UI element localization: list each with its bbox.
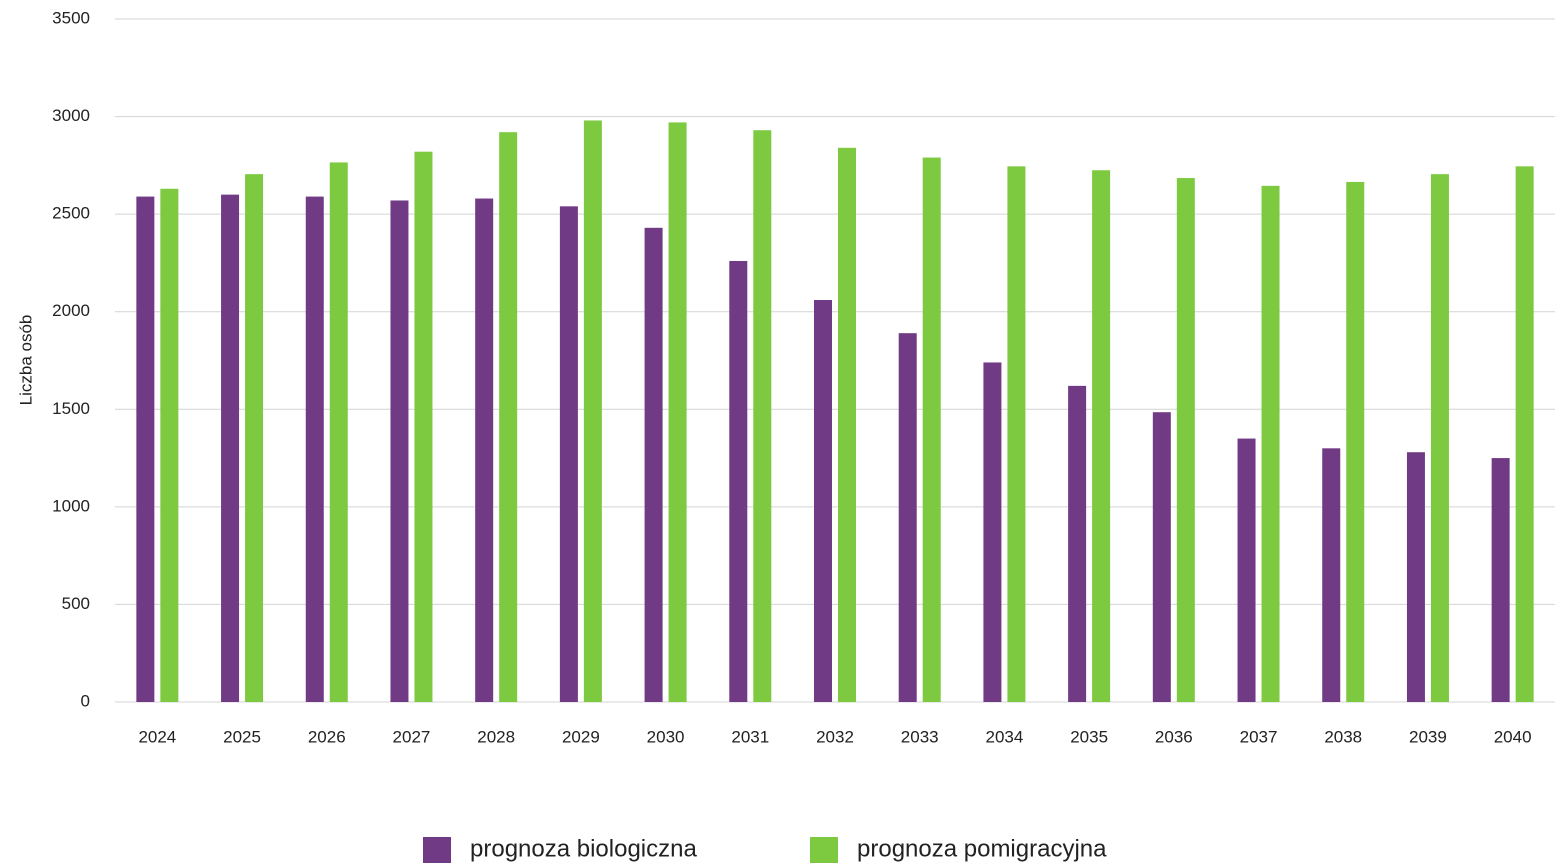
bar	[305, 196, 324, 702]
legend-swatch	[810, 837, 838, 863]
x-tick-label: 2024	[138, 727, 176, 746]
x-tick-label: 2032	[816, 727, 854, 746]
x-tick-label: 2031	[731, 727, 769, 746]
bar	[221, 194, 240, 702]
bar	[898, 333, 917, 702]
x-tick-label: 2027	[393, 727, 431, 746]
bar	[983, 362, 1002, 702]
legend-swatch	[423, 837, 451, 863]
x-tick-label: 2037	[1240, 727, 1278, 746]
legend-label: prognoza biologiczna	[470, 835, 697, 862]
x-tick-label: 2035	[1070, 727, 1108, 746]
y-tick-label: 3000	[52, 106, 90, 125]
x-tick-label: 2034	[985, 727, 1023, 746]
x-tick-label: 2029	[562, 727, 600, 746]
bar	[1346, 181, 1365, 703]
bar	[1068, 385, 1087, 702]
bar	[1176, 178, 1195, 702]
bar	[1406, 452, 1425, 702]
bar	[922, 157, 941, 703]
y-tick-label: 3500	[52, 8, 90, 27]
bar	[329, 162, 348, 702]
bar	[245, 174, 264, 703]
y-tick-label: 2500	[52, 204, 90, 223]
y-tick-label: 2000	[52, 301, 90, 320]
x-tick-label: 2026	[308, 727, 346, 746]
y-axis-label: Liczba osób	[16, 315, 35, 406]
x-tick-label: 2028	[477, 727, 515, 746]
bar	[414, 151, 433, 702]
legend-label: prognoza pomigracyjna	[857, 835, 1107, 862]
bar	[559, 206, 578, 702]
bar	[753, 130, 772, 702]
x-tick-label: 2038	[1324, 727, 1362, 746]
bar	[668, 122, 687, 702]
x-tick-label: 2040	[1494, 727, 1532, 746]
bar	[1515, 166, 1534, 702]
x-tick-label: 2030	[647, 727, 685, 746]
bar	[814, 300, 832, 702]
bar	[583, 120, 602, 702]
x-tick-label: 2036	[1155, 727, 1193, 746]
x-tick-label: 2033	[901, 727, 939, 746]
bar	[1261, 185, 1280, 702]
y-tick-label: 0	[81, 691, 90, 710]
bar	[838, 147, 856, 702]
bar	[136, 196, 155, 702]
y-tick-label: 1000	[52, 496, 90, 515]
x-tick-label: 2025	[223, 727, 261, 746]
bar	[1430, 174, 1449, 703]
bar	[1007, 166, 1026, 702]
bar	[729, 260, 748, 702]
bar	[644, 227, 663, 702]
y-tick-label: 500	[62, 594, 90, 613]
bar	[1491, 458, 1510, 702]
bar	[160, 188, 179, 702]
bar	[1152, 412, 1171, 702]
bar	[390, 200, 409, 703]
bar	[1092, 170, 1111, 702]
bar	[475, 198, 494, 702]
bar	[1237, 438, 1256, 702]
bar	[1322, 448, 1341, 702]
bar	[499, 132, 518, 702]
y-tick-label: 1500	[52, 399, 90, 418]
x-tick-label: 2039	[1409, 727, 1447, 746]
